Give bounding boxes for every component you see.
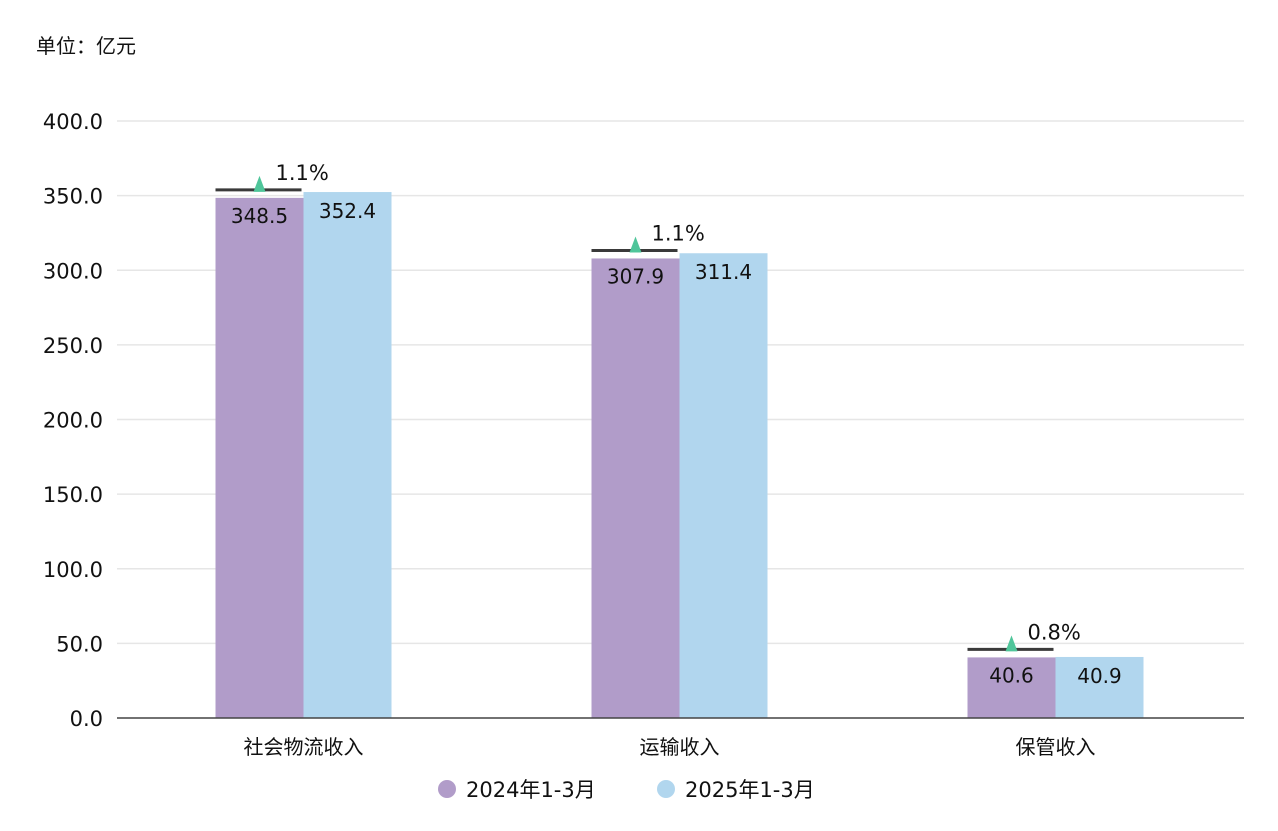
legend-label: 2025年1-3月 [685,778,815,802]
bar-2025 [1055,656,1144,718]
legend-item-2024[interactable]: 2024年1-3月 [438,778,596,802]
growth-up-icon [1005,635,1018,652]
y-tick-label: 0.0 [70,707,103,731]
bar-2024 [591,258,680,718]
legend-label: 2024年1-3月 [466,778,596,802]
legend-item-2025[interactable]: 2025年1-3月 [657,778,815,802]
legend[interactable]: 2024年1-3月 2025年1-3月 [438,778,815,802]
growth-label: 0.8% [1028,620,1081,644]
y-tick-label: 250.0 [43,334,103,358]
x-category-label: 社会物流收入 [244,735,364,759]
y-tick-label: 350.0 [43,185,103,209]
value-label-2024: 307.9 [607,264,664,288]
value-label-2025: 40.9 [1077,664,1122,688]
bar-layer: 1.1% 348.5 352.4 1.1% 307.9 311.4 0.8% 40.6 40.9 [215,161,1144,719]
x-category-label: 保管收入 [1016,735,1096,759]
bar-2025 [303,192,392,719]
value-label-2025: 311.4 [695,260,752,284]
value-label-2025: 352.4 [319,199,376,223]
value-label-2024: 40.6 [989,663,1034,687]
legend-swatch [438,780,456,798]
growth-label: 1.1% [276,161,329,185]
y-tick-label: 300.0 [43,259,103,283]
y-tick-label: 400.0 [43,110,103,134]
growth-up-icon [253,175,266,192]
legend-swatch [657,780,675,798]
y-tick-label: 50.0 [56,632,103,656]
bar-2024 [967,657,1056,718]
growth-label: 1.1% [652,221,705,245]
y-tick-label: 200.0 [43,409,103,433]
unit-label: 单位：亿元 [36,34,136,58]
bar-2024 [215,197,304,718]
value-label-2024: 348.5 [231,204,288,228]
y-tick-label: 150.0 [43,483,103,507]
growth-up-icon [629,236,642,253]
x-category-label: 运输收入 [640,735,720,759]
y-tick-label: 100.0 [43,558,103,582]
bar-2025 [679,253,768,718]
axis-layer: 0.0 50.0 100.0 150.0 200.0 250.0 300.0 350.0 400… [43,110,1244,759]
